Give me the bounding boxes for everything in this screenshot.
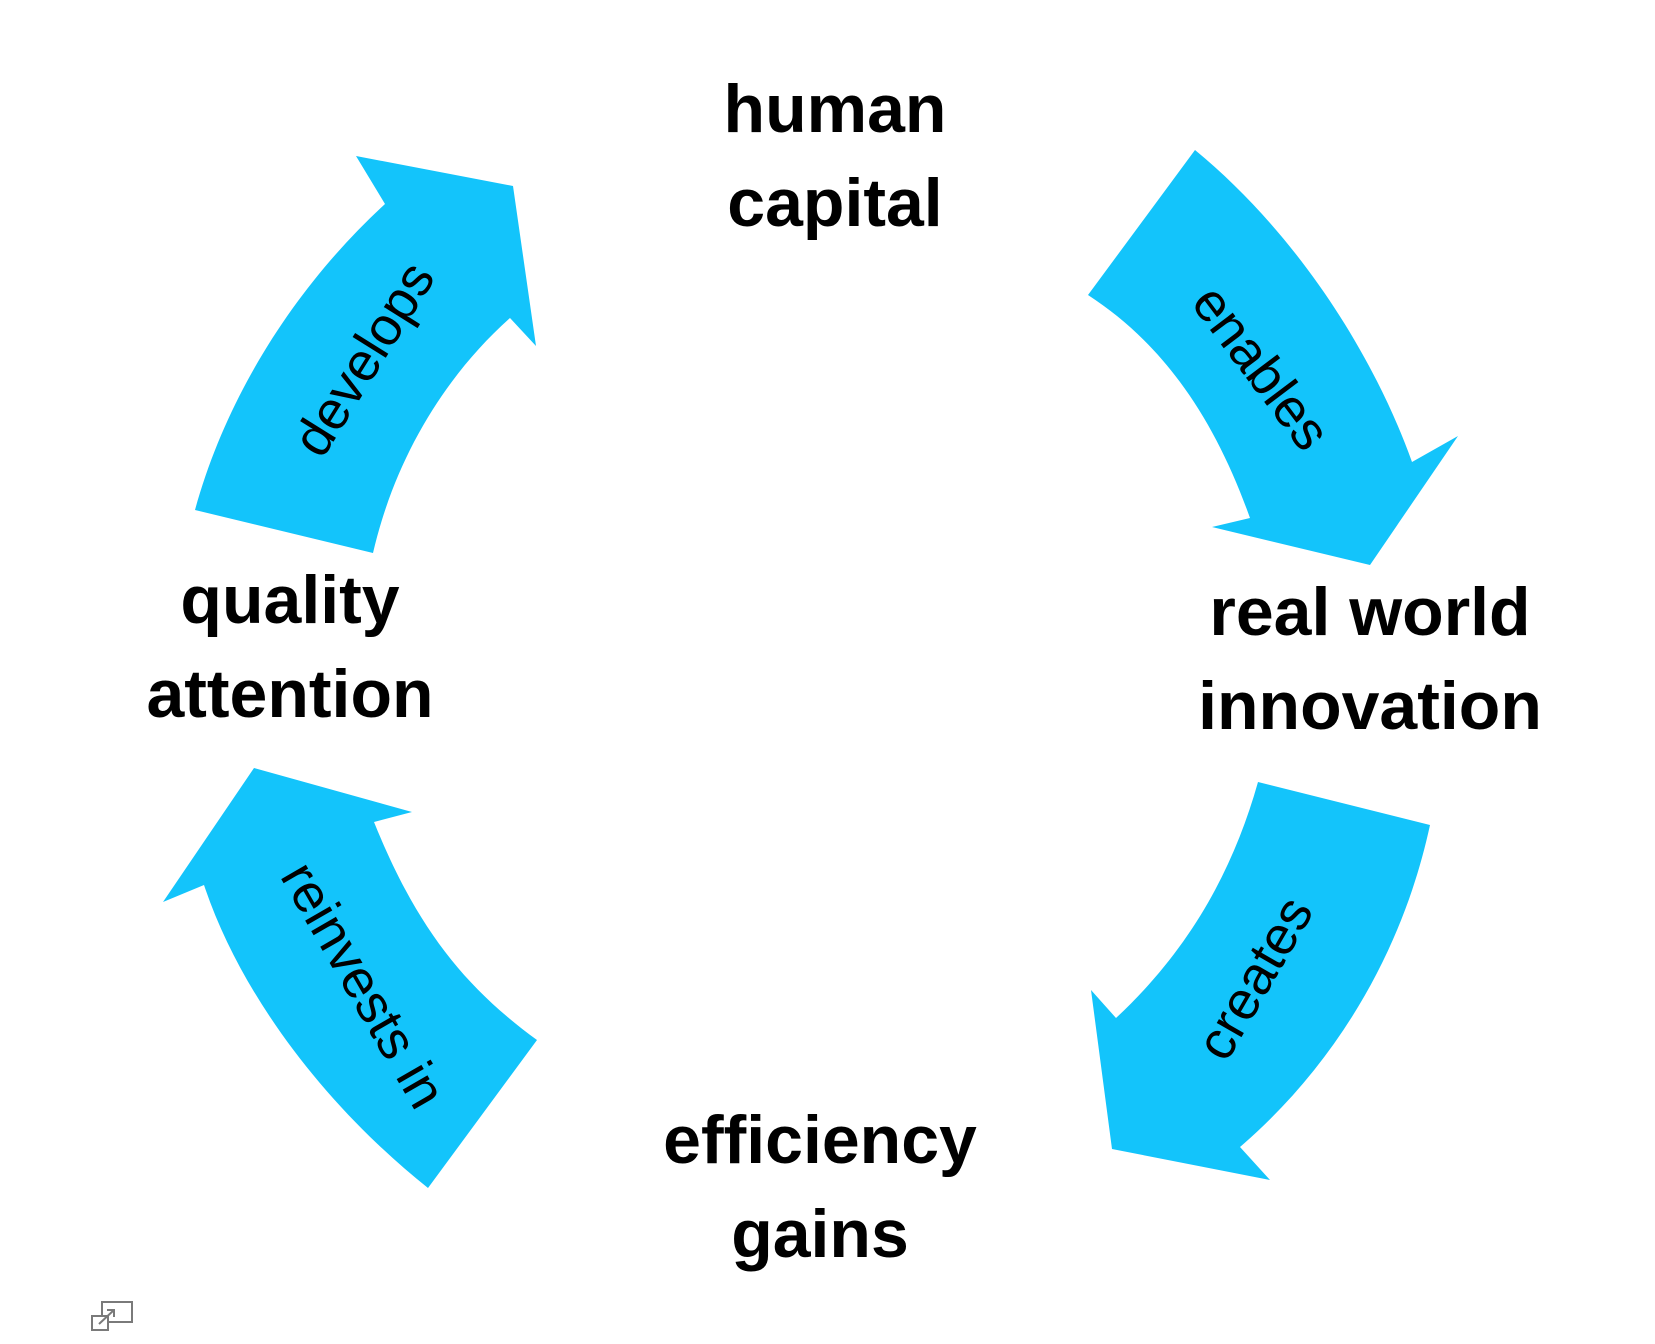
node-quality-attention-line2: attention — [146, 656, 434, 732]
resize-icon[interactable] — [90, 1300, 134, 1334]
creates-arrow-shape — [1091, 782, 1430, 1180]
node-real-world-innovation-line2: innovation — [1198, 668, 1542, 744]
creates-arrow: creates — [1091, 782, 1430, 1180]
node-efficiency-gains-line1: efficiency — [663, 1102, 977, 1178]
develops-arrow: develops — [195, 156, 536, 553]
node-human-capital: human capital — [640, 62, 1030, 250]
node-efficiency-gains: efficiency gains — [620, 1093, 1020, 1281]
enables-arrow-shape — [1088, 150, 1458, 565]
node-quality-attention: quality attention — [100, 553, 480, 741]
node-real-world-innovation: real world innovation — [1150, 565, 1590, 753]
node-efficiency-gains-line2: gains — [731, 1196, 909, 1272]
enables-arrow: enables — [1088, 150, 1458, 565]
develops-arrow-shape — [195, 156, 536, 553]
node-human-capital-line2: capital — [727, 165, 943, 241]
node-quality-attention-line1: quality — [180, 562, 400, 638]
reinvests-in-arrow-shape — [163, 768, 537, 1188]
reinvests-in-arrow: reinvests in — [163, 768, 537, 1188]
node-human-capital-line1: human — [723, 71, 947, 147]
node-real-world-innovation-line1: real world — [1209, 574, 1531, 650]
